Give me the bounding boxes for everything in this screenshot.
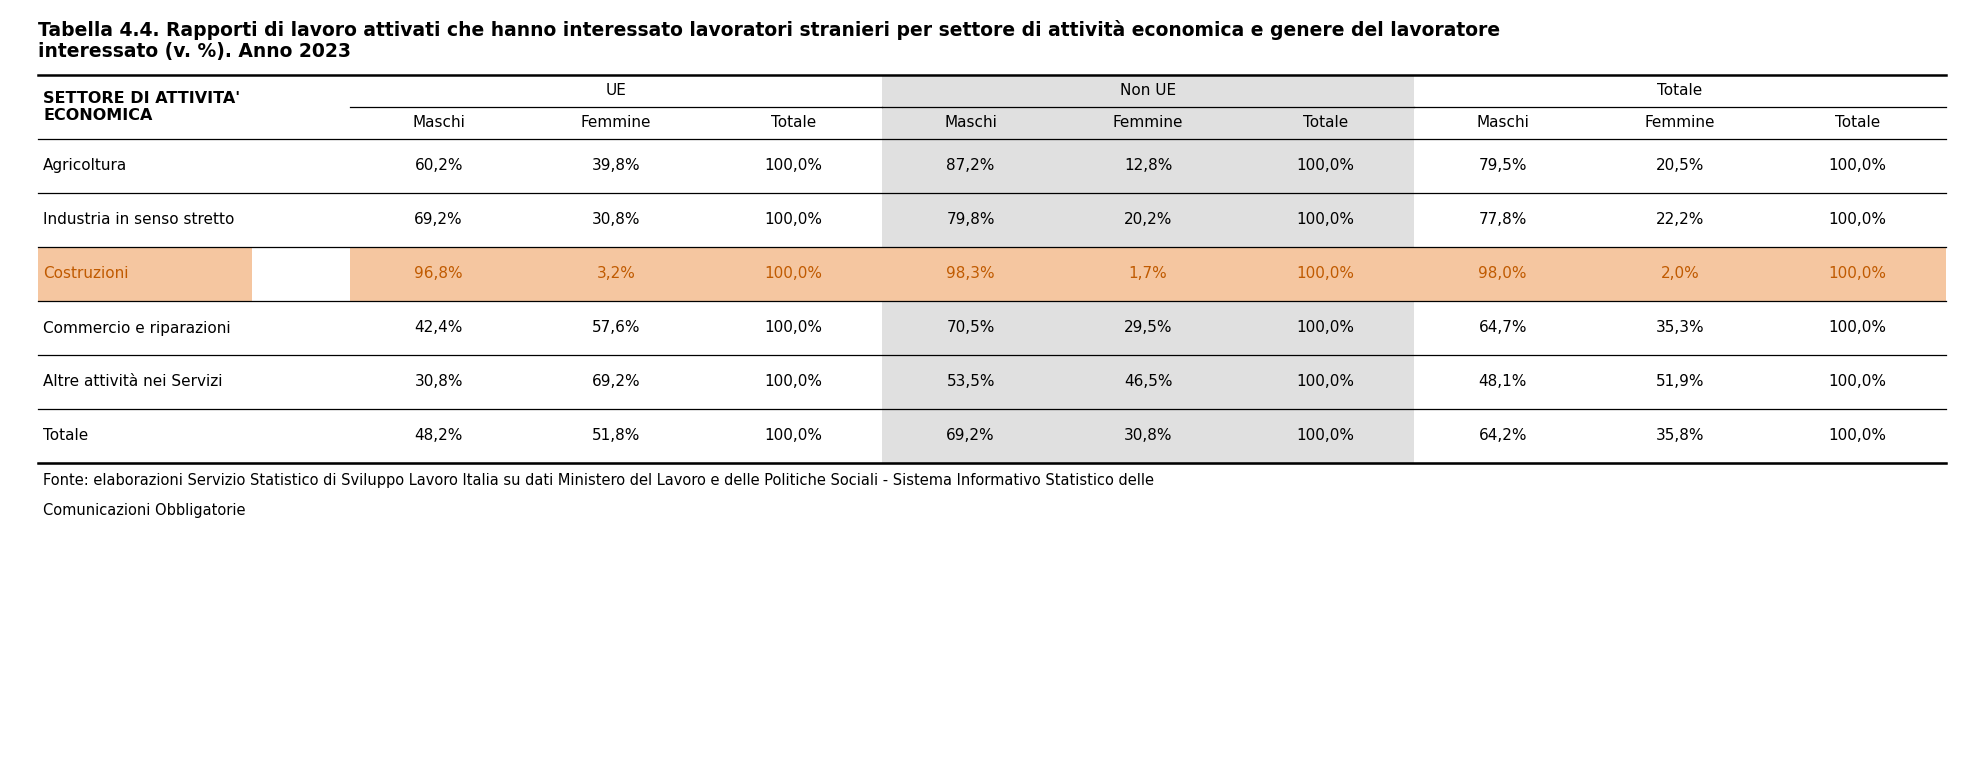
Bar — [349, 247, 883, 301]
Text: 100,0%: 100,0% — [1829, 428, 1887, 443]
Text: 100,0%: 100,0% — [764, 320, 821, 336]
Text: 48,1%: 48,1% — [1478, 374, 1528, 390]
Text: interessato (v. %). Anno 2023: interessato (v. %). Anno 2023 — [38, 42, 351, 62]
Text: 69,2%: 69,2% — [415, 212, 462, 228]
Text: 87,2%: 87,2% — [946, 158, 994, 174]
Text: 100,0%: 100,0% — [764, 428, 821, 443]
Text: Femmine: Femmine — [1645, 116, 1716, 130]
Text: 1,7%: 1,7% — [1129, 266, 1167, 282]
Text: 100,0%: 100,0% — [1829, 374, 1887, 390]
Text: 57,6%: 57,6% — [591, 320, 641, 336]
Text: 35,8%: 35,8% — [1657, 428, 1704, 443]
Bar — [883, 75, 1415, 463]
Text: Tabella 4.4. Rapporti di lavoro attivati che hanno interessato lavoratori strani: Tabella 4.4. Rapporti di lavoro attivati… — [38, 20, 1500, 40]
Text: Totale: Totale — [1657, 83, 1702, 99]
Text: 100,0%: 100,0% — [1296, 266, 1355, 282]
Text: 64,2%: 64,2% — [1478, 428, 1528, 443]
Bar — [883, 247, 1415, 301]
Text: 51,8%: 51,8% — [591, 428, 641, 443]
Text: Maschi: Maschi — [1476, 116, 1530, 130]
Text: 29,5%: 29,5% — [1123, 320, 1173, 336]
Text: 100,0%: 100,0% — [1829, 320, 1887, 336]
Text: 39,8%: 39,8% — [591, 158, 641, 174]
Text: Maschi: Maschi — [944, 116, 998, 130]
Text: Totale: Totale — [770, 116, 815, 130]
Text: 100,0%: 100,0% — [1829, 266, 1887, 282]
Text: 69,2%: 69,2% — [591, 374, 641, 390]
Text: 20,2%: 20,2% — [1123, 212, 1173, 228]
Text: 22,2%: 22,2% — [1657, 212, 1704, 228]
Text: 3,2%: 3,2% — [597, 266, 635, 282]
Text: 2,0%: 2,0% — [1661, 266, 1700, 282]
Text: 12,8%: 12,8% — [1123, 158, 1173, 174]
Text: Comunicazioni Obbligatorie: Comunicazioni Obbligatorie — [44, 503, 246, 519]
Text: Costruzioni: Costruzioni — [44, 266, 129, 282]
Bar — [1415, 247, 1946, 301]
Text: 98,3%: 98,3% — [946, 266, 996, 282]
Text: SETTORE DI ATTIVITA'
ECONOMICA: SETTORE DI ATTIVITA' ECONOMICA — [44, 91, 240, 124]
Text: Industria in senso stretto: Industria in senso stretto — [44, 212, 234, 228]
Text: 100,0%: 100,0% — [764, 374, 821, 390]
Text: Femmine: Femmine — [581, 116, 651, 130]
Text: 96,8%: 96,8% — [415, 266, 462, 282]
Text: 20,5%: 20,5% — [1657, 158, 1704, 174]
Text: 100,0%: 100,0% — [1296, 374, 1355, 390]
Text: 69,2%: 69,2% — [946, 428, 996, 443]
Bar — [38, 247, 252, 301]
Text: Fonte: elaborazioni Servizio Statistico di Sviluppo Lavoro Italia su dati Minist: Fonte: elaborazioni Servizio Statistico … — [44, 473, 1155, 489]
Text: Non UE: Non UE — [1119, 83, 1177, 99]
Text: 79,8%: 79,8% — [946, 212, 994, 228]
Text: 60,2%: 60,2% — [415, 158, 462, 174]
Text: 79,5%: 79,5% — [1478, 158, 1528, 174]
Text: 100,0%: 100,0% — [1296, 212, 1355, 228]
Text: 77,8%: 77,8% — [1478, 212, 1528, 228]
Text: 46,5%: 46,5% — [1123, 374, 1173, 390]
Text: 98,0%: 98,0% — [1478, 266, 1528, 282]
Text: 30,8%: 30,8% — [1123, 428, 1173, 443]
Text: Altre attività nei Servizi: Altre attività nei Servizi — [44, 374, 222, 390]
Text: Totale: Totale — [1835, 116, 1881, 130]
Text: 100,0%: 100,0% — [764, 158, 821, 174]
Text: 30,8%: 30,8% — [591, 212, 641, 228]
Text: 48,2%: 48,2% — [415, 428, 462, 443]
Text: Maschi: Maschi — [413, 116, 464, 130]
Text: Totale: Totale — [1303, 116, 1347, 130]
Text: 100,0%: 100,0% — [1296, 428, 1355, 443]
Text: 42,4%: 42,4% — [415, 320, 462, 336]
Text: 51,9%: 51,9% — [1657, 374, 1704, 390]
Text: 100,0%: 100,0% — [764, 212, 821, 228]
Text: Commercio e riparazioni: Commercio e riparazioni — [44, 320, 230, 336]
Text: 30,8%: 30,8% — [415, 374, 462, 390]
Text: 100,0%: 100,0% — [1829, 212, 1887, 228]
Text: 100,0%: 100,0% — [1296, 158, 1355, 174]
Text: 100,0%: 100,0% — [764, 266, 821, 282]
Text: 35,3%: 35,3% — [1657, 320, 1704, 336]
Text: UE: UE — [605, 83, 627, 99]
Text: Agricoltura: Agricoltura — [44, 158, 127, 174]
Text: 53,5%: 53,5% — [946, 374, 994, 390]
Text: 100,0%: 100,0% — [1296, 320, 1355, 336]
Text: 100,0%: 100,0% — [1829, 158, 1887, 174]
Text: Femmine: Femmine — [1113, 116, 1182, 130]
Text: 64,7%: 64,7% — [1478, 320, 1528, 336]
Text: 70,5%: 70,5% — [946, 320, 994, 336]
Text: Totale: Totale — [44, 428, 87, 443]
